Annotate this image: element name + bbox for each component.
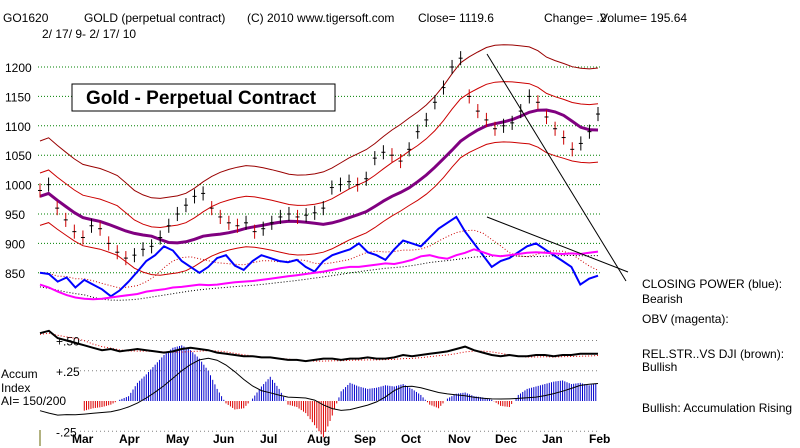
- month-tick-label: Oct: [401, 432, 421, 446]
- lower-band-line: [39, 141, 599, 276]
- month-tick-label: Apr: [119, 432, 140, 446]
- month-tick-label: Jun: [213, 432, 234, 446]
- rel-str-ma-line: [39, 332, 599, 362]
- legend-rel-str: REL.STR..VS DJI (brown):: [642, 347, 784, 361]
- month-tick-label: Sep: [354, 432, 376, 446]
- chart-title-box: Gold - Perpetual Contract: [71, 83, 336, 112]
- date-range: 2/ 17/ 9- 2/ 17/ 10: [42, 27, 136, 41]
- obv-ma-line: [39, 254, 599, 301]
- legend-obv: OBV (magenta):: [642, 312, 729, 326]
- legend-accum-status: Bullish: Accumulation Rising: [642, 401, 792, 415]
- copyright: (C) 2010 www.tigersoft.com: [247, 11, 394, 25]
- price-tick-label: 1000: [5, 179, 32, 193]
- month-tick-label: Jan: [542, 432, 563, 446]
- price-tick-label: 950: [5, 208, 25, 222]
- upper-band-line: [39, 44, 599, 199]
- price-tick-label: 850: [5, 267, 25, 281]
- inner-band-line: [39, 81, 599, 229]
- accum-tick-label: -.25: [56, 425, 77, 439]
- price-tick-label: 1150: [5, 90, 31, 104]
- month-tick-label: Nov: [448, 432, 471, 446]
- accum-label-line3: AI= 150/200: [1, 394, 66, 408]
- obv-line: [39, 248, 599, 301]
- accum-labels: Accum Index AI= 150/200: [1, 367, 66, 408]
- month-tick-label: Jul: [260, 432, 277, 446]
- accum-index-ma-line: [39, 357, 599, 416]
- price-trendline: [486, 53, 627, 282]
- price-tick-label: 900: [5, 237, 25, 251]
- instrument-name: GOLD (perpetual contract): [84, 11, 225, 25]
- legend-closing-power: CLOSING POWER (blue):: [642, 277, 782, 291]
- price-tick-label: 1050: [5, 149, 32, 163]
- legend-closing-power-status: Bearish: [642, 292, 683, 306]
- price-tick-label: 1200: [5, 61, 32, 75]
- symbol: GO1620: [3, 11, 49, 25]
- legend: CLOSING POWER (blue): Bearish OBV (magen…: [642, 277, 792, 415]
- header: GO1620 GOLD (perpetual contract) (C) 201…: [3, 11, 687, 41]
- moving-average-line: [39, 108, 599, 245]
- month-tick-label: Feb: [589, 432, 610, 446]
- chart-title: Gold - Perpetual Contract: [86, 88, 317, 109]
- accum-label-line2: Index: [1, 381, 30, 395]
- rel-str-line: [39, 329, 598, 363]
- closing-power-trendline: [486, 216, 629, 273]
- month-tick-label: May: [166, 432, 190, 446]
- month-tick-label: Aug: [307, 432, 330, 446]
- close-value: Close= 1119.6: [418, 11, 494, 25]
- closing-power-line: [39, 215, 599, 298]
- accum-tick-label: +.25: [56, 365, 80, 379]
- accum-label-line1: Accum: [1, 367, 38, 381]
- month-tick-label: Mar: [72, 432, 94, 446]
- month-tick-label: Dec: [495, 432, 517, 446]
- closing-power-ma-line: [39, 229, 599, 289]
- price-tick-label: 1100: [5, 120, 31, 134]
- volume-value: Volume= 195.64: [600, 11, 687, 25]
- legend-rel-str-status: Bullish: [642, 360, 677, 374]
- change-value: Change= .2: [544, 11, 607, 25]
